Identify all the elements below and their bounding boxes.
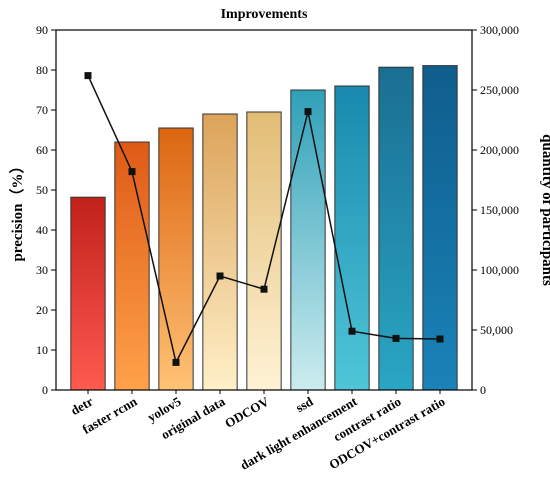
y2-axis: 0 50,000 100,000 150,000 200,000 250,000 300,0… [472,23,519,397]
y2-axis-title: quantity of participants [539,134,550,286]
bar [246,111,282,391]
bar [290,89,326,391]
bar-series [70,65,458,391]
line-marker [216,272,224,280]
y-axis-title: precision（%） [8,158,26,261]
y-tick-label: 30 [36,263,48,277]
y2-tick-label: 150,000 [480,203,519,217]
bar [70,196,106,391]
line-marker [172,358,180,366]
line-marker [84,72,92,80]
y-tick-label: 90 [36,23,48,37]
bar [158,127,194,391]
line-series [84,72,444,366]
y-tick-label: 70 [36,103,48,117]
chart-title: Improvements [221,7,308,22]
x-tick-label: detr [68,393,96,418]
y-tick-label: 0 [42,383,48,397]
y-tick-label: 80 [36,63,48,77]
line-marker [304,108,312,116]
x-tick-label: ssd [293,393,316,415]
line-marker [260,285,268,293]
y-tick-label: 10 [36,343,48,357]
y-axis: 0 10 20 30 40 50 60 70 80 90 [36,23,56,397]
line-marker [436,335,444,343]
y-tick-label: 50 [36,183,48,197]
line-marker [392,334,400,342]
y-tick-label: 20 [36,303,48,317]
bar [202,113,238,391]
bar [334,85,370,391]
bar [114,141,150,391]
y2-tick-label: 300,000 [480,23,519,37]
y2-tick-label: 50,000 [480,323,513,337]
y2-tick-label: 250,000 [480,83,519,97]
y-tick-label: 40 [36,223,48,237]
y2-tick-label: 200,000 [480,143,519,157]
y2-tick-label: 100,000 [480,263,519,277]
y-tick-label: 60 [36,143,48,157]
line-marker [128,168,136,176]
x-tick-label: ODCOV [222,393,272,430]
y2-tick-label: 0 [480,383,486,397]
line-marker [348,327,356,335]
